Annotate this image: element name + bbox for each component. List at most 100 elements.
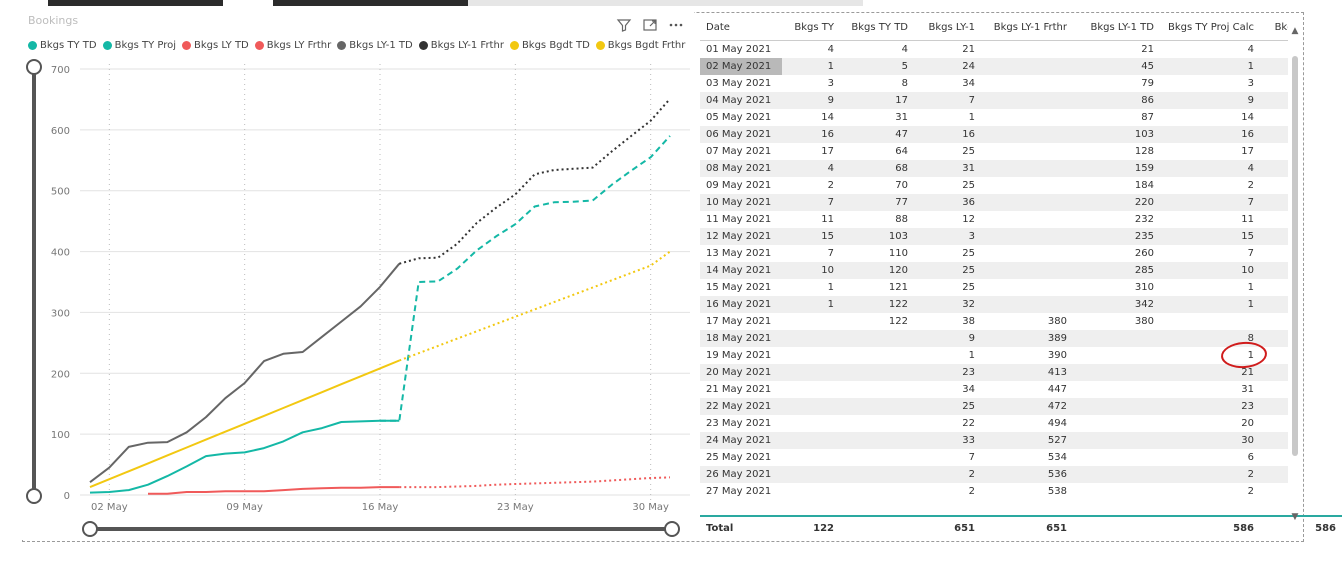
table-row[interactable]: 08 May 202146831159468 (700, 160, 1288, 177)
value-cell (782, 364, 840, 381)
value-cell (840, 330, 914, 347)
value-cell: 389 (981, 330, 1073, 347)
column-header[interactable]: Date (700, 14, 782, 41)
table-scrollbar[interactable]: ▲ ▼ (1289, 26, 1301, 522)
value-cell: 122 (888, 316, 908, 327)
value-cell: 110 (888, 248, 908, 259)
value-cell: 9 (1160, 92, 1260, 109)
value-cell (1073, 381, 1160, 398)
legend-item[interactable]: Bkgs LY-1 TD (337, 40, 413, 51)
value-cell: 77 (840, 194, 914, 211)
table-row[interactable]: 07 May 2021 17 64 25 128 17 64 (700, 143, 1288, 160)
legend-marker-icon (337, 41, 347, 50)
value-cell: 4 (1160, 160, 1260, 177)
value-cell: 481 (1260, 449, 1288, 466)
table-row[interactable]: 11 May 2021 11 88 12 232 11 88 (700, 211, 1288, 228)
date-cell: 03 May 2021 (706, 78, 772, 89)
scroll-up-arrow-icon[interactable]: ▲ (1291, 26, 1299, 36)
value-cell (1073, 449, 1160, 466)
date-cell: 25 May 2021 (706, 452, 772, 463)
x-zoom-handle-left[interactable] (82, 521, 98, 537)
table-row[interactable]: 01 May 202144212144 (700, 41, 1288, 59)
value-cell: 474 (1260, 432, 1288, 449)
value-cell (981, 262, 1073, 279)
value-cell: 31 (1241, 384, 1254, 395)
table-row[interactable]: 23 May 2021 22 494 20 445 (700, 415, 1288, 432)
table-row[interactable]: 25 May 2021 7 534 6 481 (700, 449, 1288, 466)
legend-item[interactable]: Bkgs LY-1 Frthr (418, 40, 504, 51)
legend-item[interactable]: Bkgs LY Frthr (254, 40, 331, 51)
value-cell: 23 (914, 364, 981, 381)
line-chart-plot: 0 100 200 300 400 500 600 700 02 May 09 May 16 May… (26, 59, 690, 537)
value-cell: 32 (914, 296, 981, 313)
table-row[interactable]: 10 May 202177736220777 (700, 194, 1288, 211)
bookings-line-chart-visual[interactable] (22, 12, 694, 540)
more-options-icon[interactable] (668, 17, 684, 33)
scroll-down-arrow-icon[interactable]: ▼ (1291, 512, 1299, 522)
legend-marker-icon (182, 41, 192, 50)
table-row[interactable]: 12 May 202115103323515103 (700, 228, 1288, 245)
column-header[interactable]: Bkgs LY-1 (914, 14, 981, 41)
value-cell: 310 (1134, 282, 1154, 293)
table-row[interactable]: 02 May 202115244515 (700, 58, 1288, 75)
value-cell (782, 381, 840, 398)
bookings-table-visual[interactable]: Date Bkgs TY Bkgs TY TD Bkgs LY-1 Bkgs LY-1 … (700, 14, 1342, 540)
value-cell: 121 (1260, 279, 1288, 296)
table-row[interactable]: 15 May 2021 1 121 25 310 1 121 (700, 279, 1288, 296)
value-cell: 31 (895, 112, 908, 123)
y-zoom-handle-bottom[interactable] (26, 488, 42, 504)
date-cell: 12 May 2021 (700, 228, 782, 245)
y-zoom-handle-top[interactable] (26, 59, 42, 75)
table-row[interactable]: 27 May 2021 2 538 2 484 (700, 483, 1288, 500)
legend-item[interactable]: Bkgs Bgdt Frthr (595, 40, 685, 51)
focus-mode-icon[interactable] (642, 17, 658, 33)
value-cell: 232 (1134, 214, 1154, 225)
value-cell: 4 (827, 44, 834, 55)
legend-item[interactable]: Bkgs LY TD (182, 40, 249, 51)
legend-item[interactable]: Bkgs TY Proj (102, 40, 176, 51)
column-header[interactable]: Bkgs LY-1 TD (1073, 14, 1160, 41)
scroll-thumb[interactable] (1292, 56, 1298, 456)
column-header[interactable]: Bkgs TY (782, 14, 840, 41)
value-cell (840, 347, 914, 364)
table-row[interactable]: 04 May 2021917786917 (700, 92, 1288, 109)
table-row[interactable]: 21 May 2021 34 447 31 402 (700, 381, 1288, 398)
value-cell: 7 (827, 248, 834, 259)
x-zoom-handle-right[interactable] (664, 521, 680, 537)
table-row[interactable]: 14 May 2021101202528510120 (700, 262, 1288, 279)
value-cell (1073, 364, 1160, 381)
column-header[interactable]: Bkgs TY Proj (1260, 14, 1288, 41)
value-cell: 220 (1073, 194, 1160, 211)
value-cell: 30 (1160, 432, 1260, 449)
table-row[interactable]: 09 May 2021 2 70 25 184 2 70 (700, 177, 1288, 194)
value-cell (1073, 415, 1160, 432)
table-row[interactable]: 03 May 202138347938 (700, 75, 1288, 92)
table-row[interactable]: 17 May 2021 122 38 380 380 122 (700, 313, 1288, 330)
date-cell: 06 May 2021 (700, 126, 782, 143)
column-header[interactable]: Bkgs LY-1 Frthr (981, 14, 1073, 41)
value-cell: 342 (1073, 296, 1160, 313)
value-cell: 9 (914, 330, 981, 347)
legend-item[interactable]: Bkgs TY TD (28, 40, 97, 51)
table-row[interactable]: 05 May 2021 14 31 1 87 14 31 (700, 109, 1288, 126)
value-cell: 38 (962, 316, 975, 327)
legend-marker-icon (28, 41, 37, 50)
y-tick-label: 400 (51, 248, 70, 259)
table-row[interactable]: 06 May 20211647161031647 (700, 126, 1288, 143)
legend-item[interactable]: Bkgs Bgdt TD (509, 40, 590, 51)
table-row[interactable]: 26 May 202125362482 (700, 466, 1288, 483)
value-cell: 25 (962, 146, 975, 157)
value-cell: 120 (1260, 262, 1288, 279)
column-header[interactable]: Bkgs TY Proj Calc (1160, 14, 1260, 41)
value-cell: 21 (962, 44, 975, 55)
table-row[interactable]: 16 May 20211122323421122 (700, 296, 1288, 313)
table-row[interactable]: 19 May 202113901351 (700, 347, 1288, 364)
column-header[interactable]: Bkgs TY TD (840, 14, 914, 41)
legend-label: Bkgs LY-1 Frthr (430, 40, 504, 51)
table-row[interactable]: 13 May 2021 7 110 25 260 7 110 (700, 245, 1288, 262)
filter-icon[interactable] (616, 17, 632, 33)
